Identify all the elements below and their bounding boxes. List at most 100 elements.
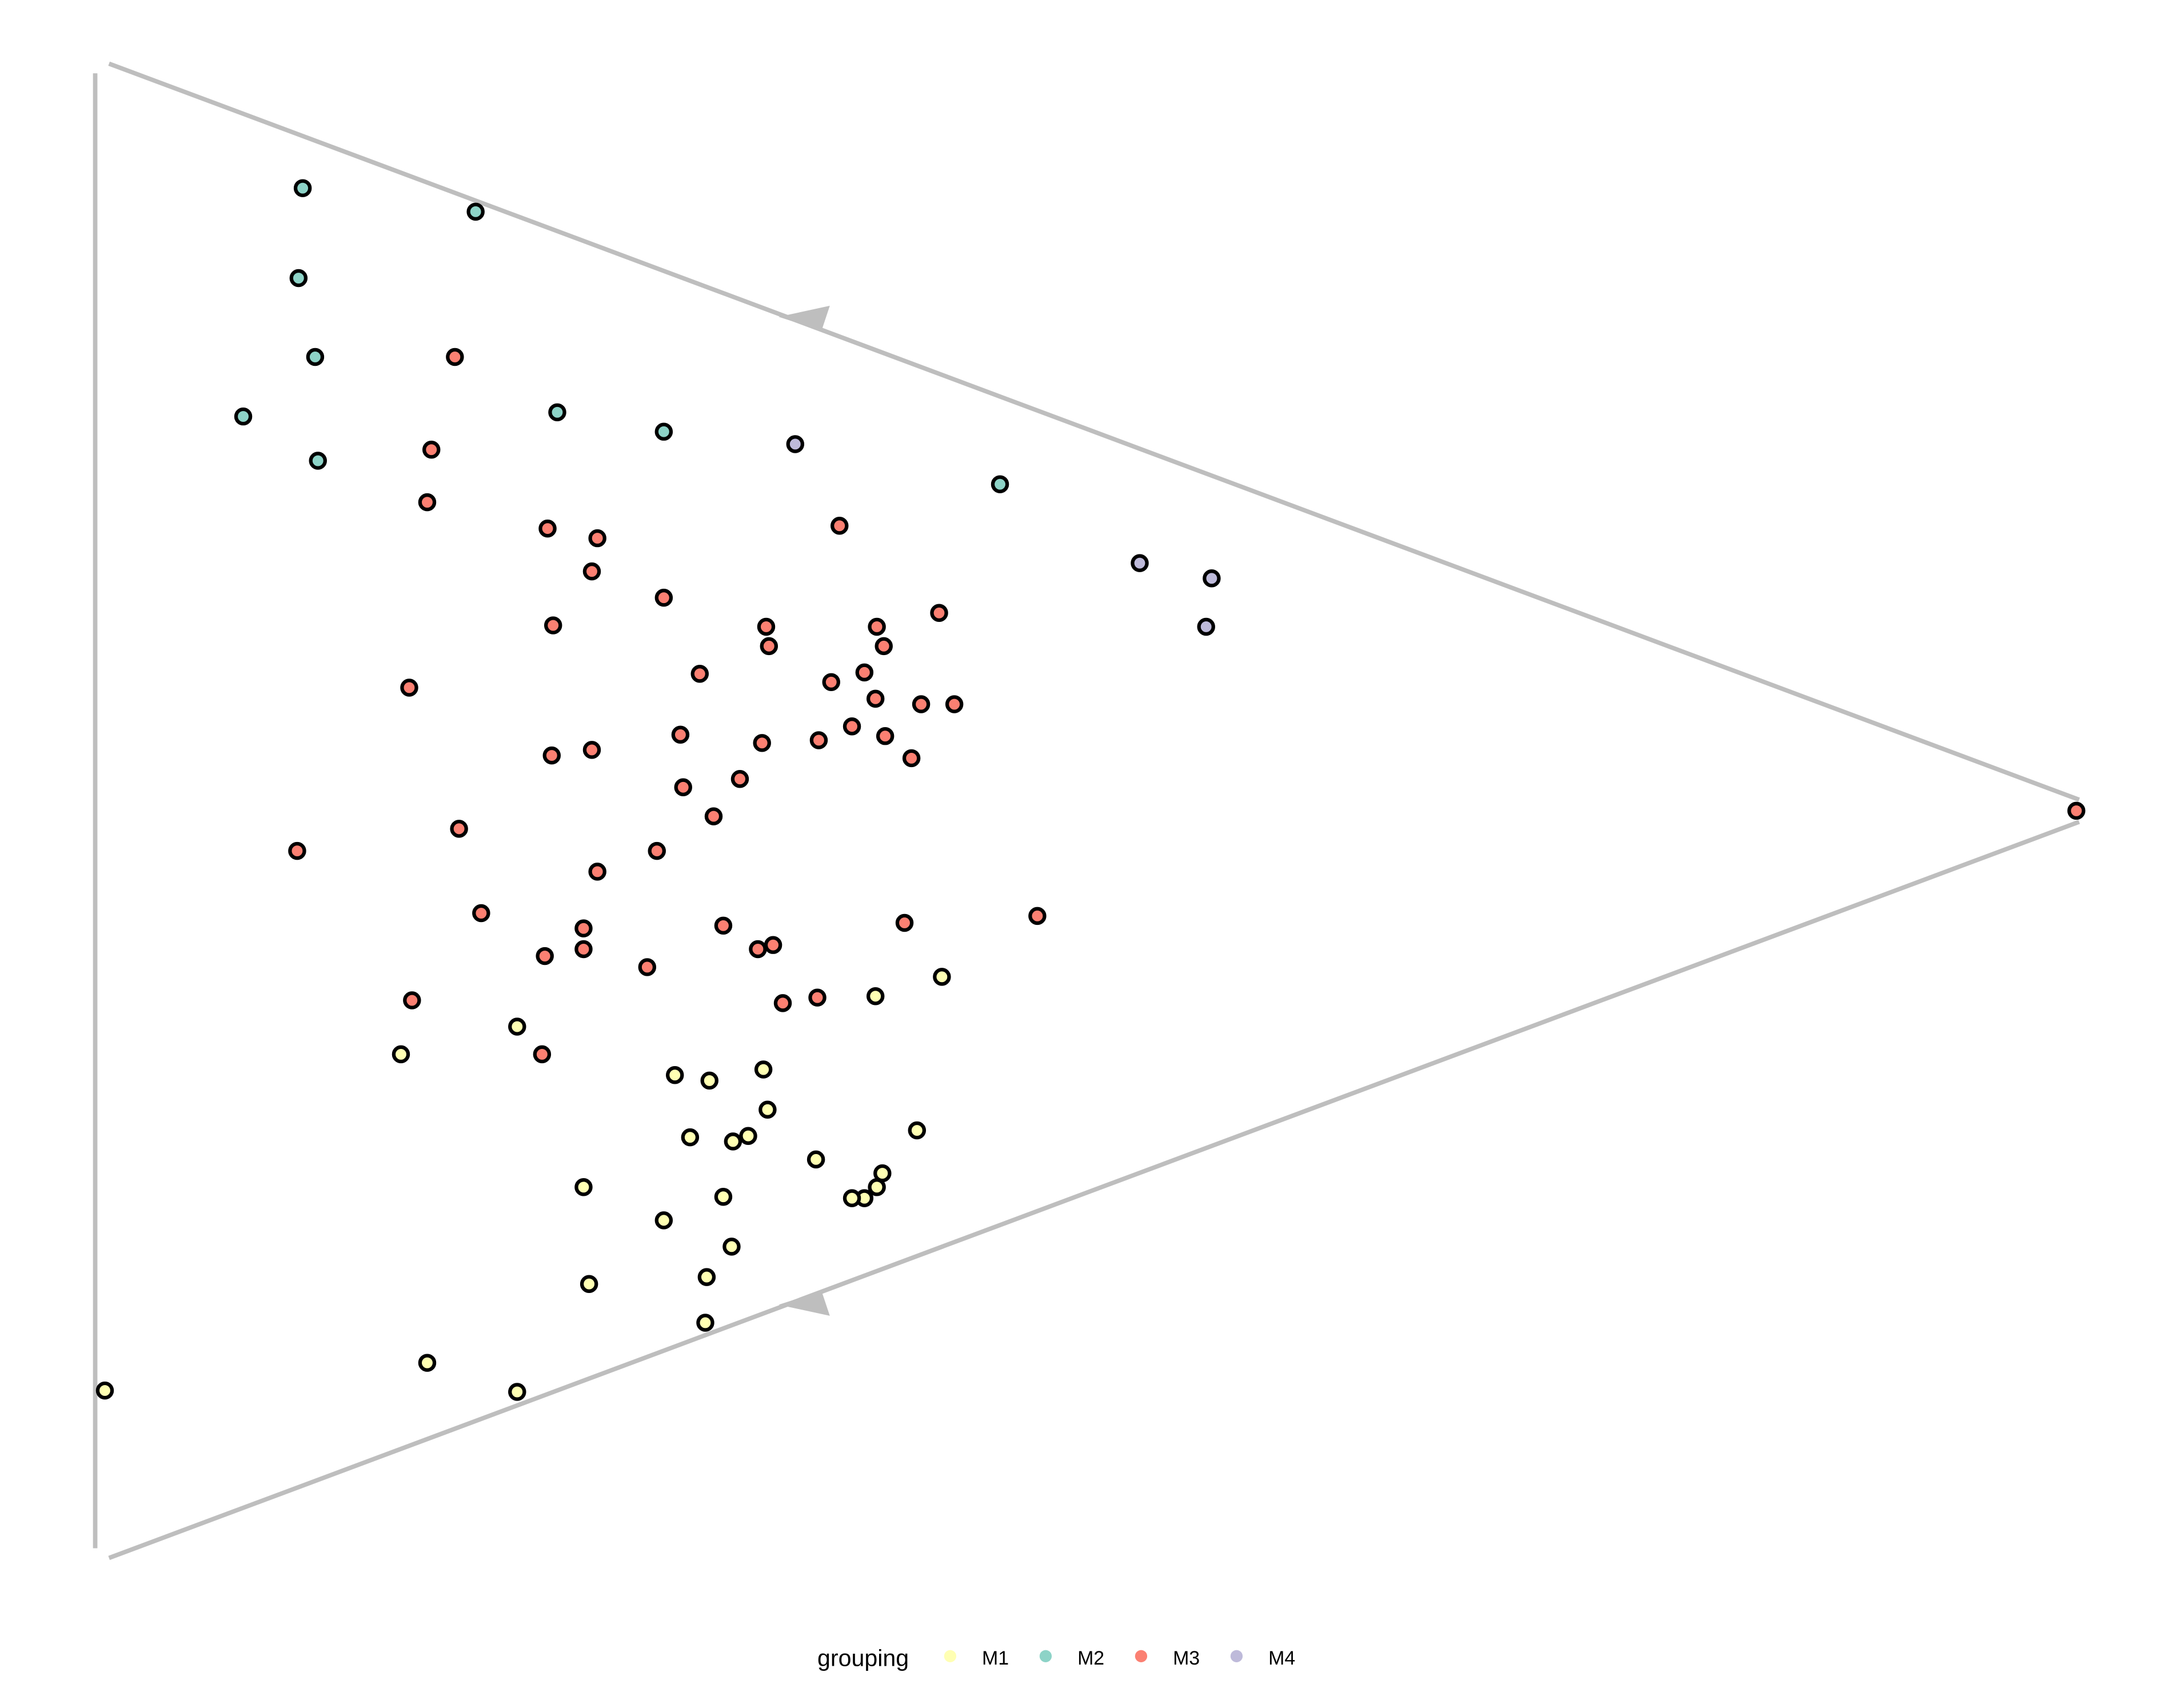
- point-m3: [1028, 907, 1047, 925]
- point-m3: [542, 746, 561, 765]
- point-m4: [1131, 554, 1149, 572]
- point-m3: [422, 440, 441, 459]
- point-m3: [588, 529, 606, 548]
- point-m3: [757, 617, 776, 636]
- point-m1: [714, 1187, 733, 1206]
- point-m3: [773, 994, 792, 1012]
- point-m3: [704, 807, 723, 825]
- frame-top-arrowhead: [778, 305, 830, 331]
- point-m3: [574, 940, 593, 959]
- point-m2: [654, 422, 673, 441]
- point-m1: [654, 1211, 673, 1230]
- point-m3: [472, 904, 490, 923]
- legend-key-m1: [944, 1650, 957, 1662]
- point-m3: [2067, 801, 2086, 820]
- series-m4: [786, 435, 1221, 636]
- point-m1: [724, 1132, 742, 1151]
- point-m1: [758, 1100, 777, 1119]
- point-m3: [544, 616, 562, 635]
- point-m1: [697, 1268, 716, 1286]
- point-m3: [868, 617, 886, 636]
- point-m3: [582, 562, 601, 581]
- point-m1: [722, 1238, 741, 1256]
- point-m3: [945, 695, 964, 713]
- point-m1: [843, 1189, 861, 1207]
- point-m1: [392, 1045, 410, 1064]
- legend-label-m4: M4: [1268, 1647, 1295, 1669]
- point-m3: [895, 913, 914, 932]
- legend: grouping M1 M2 M3 M4: [817, 1645, 1295, 1671]
- legend-title: grouping: [817, 1645, 909, 1671]
- point-m3: [674, 778, 692, 796]
- triangle-frame: [93, 61, 2080, 1561]
- legend-key-m3: [1135, 1650, 1148, 1662]
- point-m3: [902, 749, 921, 768]
- point-m3: [588, 863, 606, 881]
- point-m2: [289, 269, 308, 288]
- frame-bottom-arrowhead: [778, 1291, 830, 1316]
- point-m3: [574, 919, 593, 937]
- point-m1: [418, 1354, 437, 1372]
- point-m2: [293, 179, 312, 197]
- point-m1: [580, 1275, 598, 1293]
- series-m1: [95, 968, 951, 1401]
- point-m3: [671, 725, 690, 744]
- legend-label-m1: M1: [982, 1647, 1009, 1669]
- point-m1: [665, 1066, 684, 1084]
- point-m3: [418, 493, 437, 512]
- point-m3: [582, 741, 601, 759]
- point-m3: [855, 663, 874, 682]
- point-m2: [991, 475, 1009, 493]
- point-m3: [753, 734, 771, 752]
- point-m3: [638, 958, 657, 976]
- point-m3: [809, 731, 828, 749]
- point-m1: [806, 1150, 825, 1169]
- point-m1: [681, 1128, 700, 1147]
- point-m3: [930, 604, 948, 622]
- point-m3: [730, 770, 749, 788]
- point-m3: [403, 991, 421, 1009]
- point-m3: [843, 717, 861, 736]
- point-m4: [1203, 569, 1221, 588]
- point-m3: [866, 689, 885, 708]
- point-m1: [933, 968, 951, 986]
- legend-label-m3: M3: [1173, 1647, 1200, 1669]
- point-m3: [876, 727, 895, 745]
- point-m1: [868, 1178, 886, 1196]
- series-m2: [234, 179, 1009, 493]
- point-m3: [536, 947, 554, 965]
- point-m1: [700, 1071, 718, 1090]
- point-m1: [908, 1121, 927, 1140]
- point-m3: [288, 841, 306, 860]
- legend-label-m2: M2: [1077, 1647, 1104, 1669]
- frame-top-edge: [108, 61, 2080, 802]
- point-m3: [760, 637, 778, 656]
- point-m3: [822, 673, 840, 692]
- point-m3: [400, 679, 418, 697]
- point-m1: [508, 1017, 526, 1036]
- point-m3: [648, 841, 666, 860]
- point-m1: [696, 1314, 714, 1332]
- series-m3: [288, 348, 2086, 1064]
- point-m1: [508, 1383, 526, 1401]
- point-m2: [548, 403, 566, 422]
- frame-bottom-edge: [108, 820, 2080, 1561]
- legend-key-m4: [1230, 1650, 1243, 1662]
- point-m3: [450, 820, 468, 838]
- point-m2: [234, 407, 253, 426]
- point-m1: [866, 987, 885, 1005]
- point-m3: [533, 1045, 552, 1064]
- point-m4: [786, 435, 805, 453]
- point-m1: [754, 1060, 773, 1079]
- point-m3: [714, 916, 733, 935]
- point-m1: [95, 1381, 114, 1400]
- point-m3: [690, 665, 709, 683]
- point-m3: [654, 588, 673, 607]
- point-m3: [538, 519, 557, 538]
- point-m3: [912, 695, 931, 713]
- point-m2: [306, 348, 325, 366]
- point-m4: [1197, 617, 1215, 636]
- point-m2: [466, 202, 485, 221]
- legend-key-m2: [1039, 1650, 1052, 1662]
